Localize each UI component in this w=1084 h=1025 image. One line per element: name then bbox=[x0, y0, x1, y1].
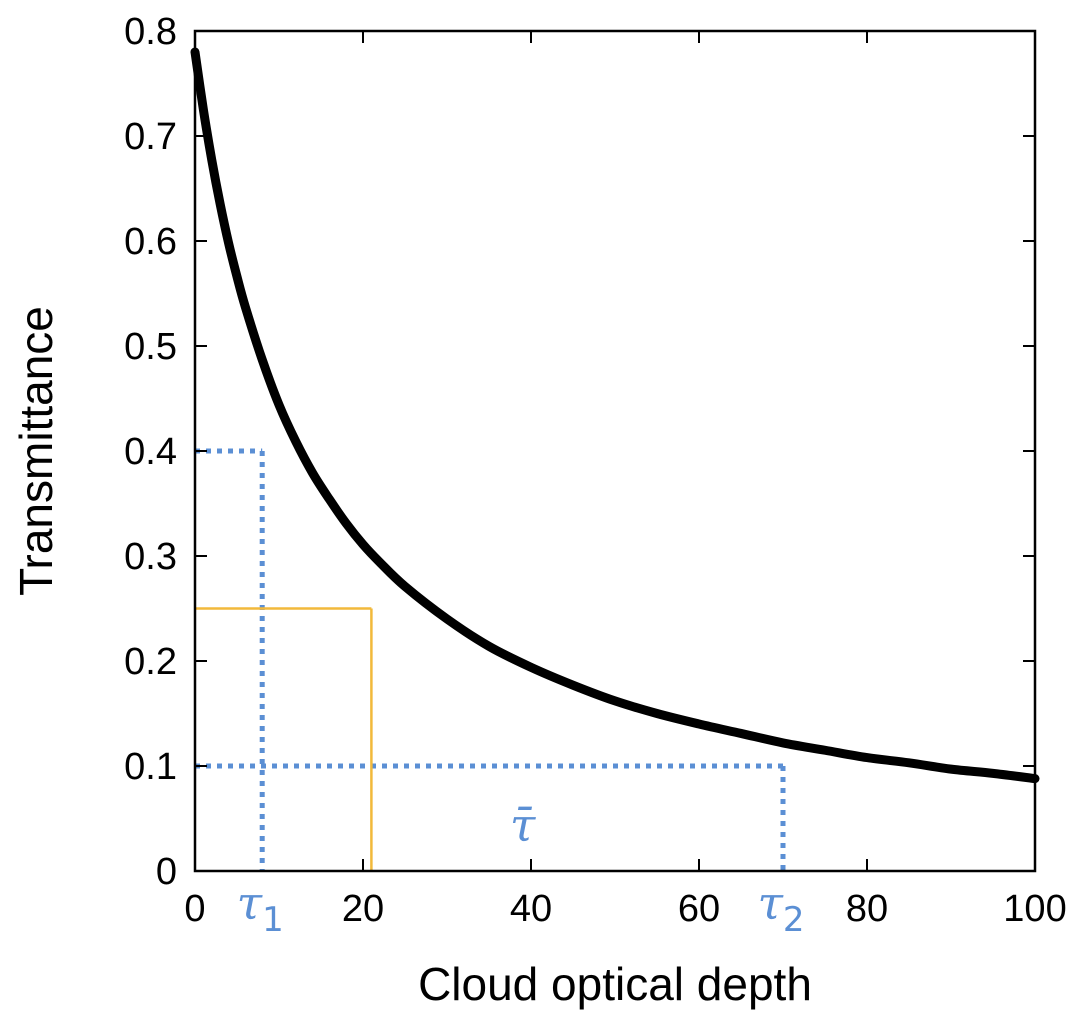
ticks-layer: 0 20 40 60 80 100 0 0.1 0.2 0.3 0.4 0.5 0.6 0.7 0.8 bbox=[124, 11, 1067, 930]
x-tick-label: 40 bbox=[510, 888, 552, 930]
x-tick-label: 100 bbox=[1003, 888, 1066, 930]
y-tick-label: 0.8 bbox=[124, 11, 177, 53]
guides-layer bbox=[195, 448, 786, 871]
y-tick-label: 0 bbox=[156, 851, 177, 893]
y-tick-label: 0.1 bbox=[124, 746, 177, 788]
x-tick-label: 60 bbox=[678, 888, 720, 930]
y-axis-title: Transmittance bbox=[10, 306, 62, 596]
y-tick-label: 0.3 bbox=[124, 536, 177, 578]
x-tick-label: 20 bbox=[342, 888, 384, 930]
series-line bbox=[190, 47, 1040, 784]
plot-frame bbox=[193, 29, 1037, 873]
annotation-layer: τ1 τ2 τ̄ bbox=[237, 798, 805, 940]
y-tick-label: 0.7 bbox=[124, 116, 177, 158]
y-tick-label: 0.4 bbox=[124, 431, 177, 473]
y-tick-label: 0.2 bbox=[124, 641, 177, 683]
series-layer bbox=[190, 47, 1040, 784]
x-axis-title: Cloud optical depth bbox=[418, 958, 812, 1010]
tau-bar-annotation: τ̄ bbox=[510, 798, 537, 852]
y-tick-label: 0.5 bbox=[124, 326, 177, 368]
y-tick-label: 0.6 bbox=[124, 221, 177, 263]
x-tick-label: 80 bbox=[846, 888, 888, 930]
guide-x-label: τ2 bbox=[757, 876, 804, 940]
x-tick-label: 0 bbox=[184, 888, 205, 930]
guide-x-label: τ1 bbox=[237, 876, 284, 940]
